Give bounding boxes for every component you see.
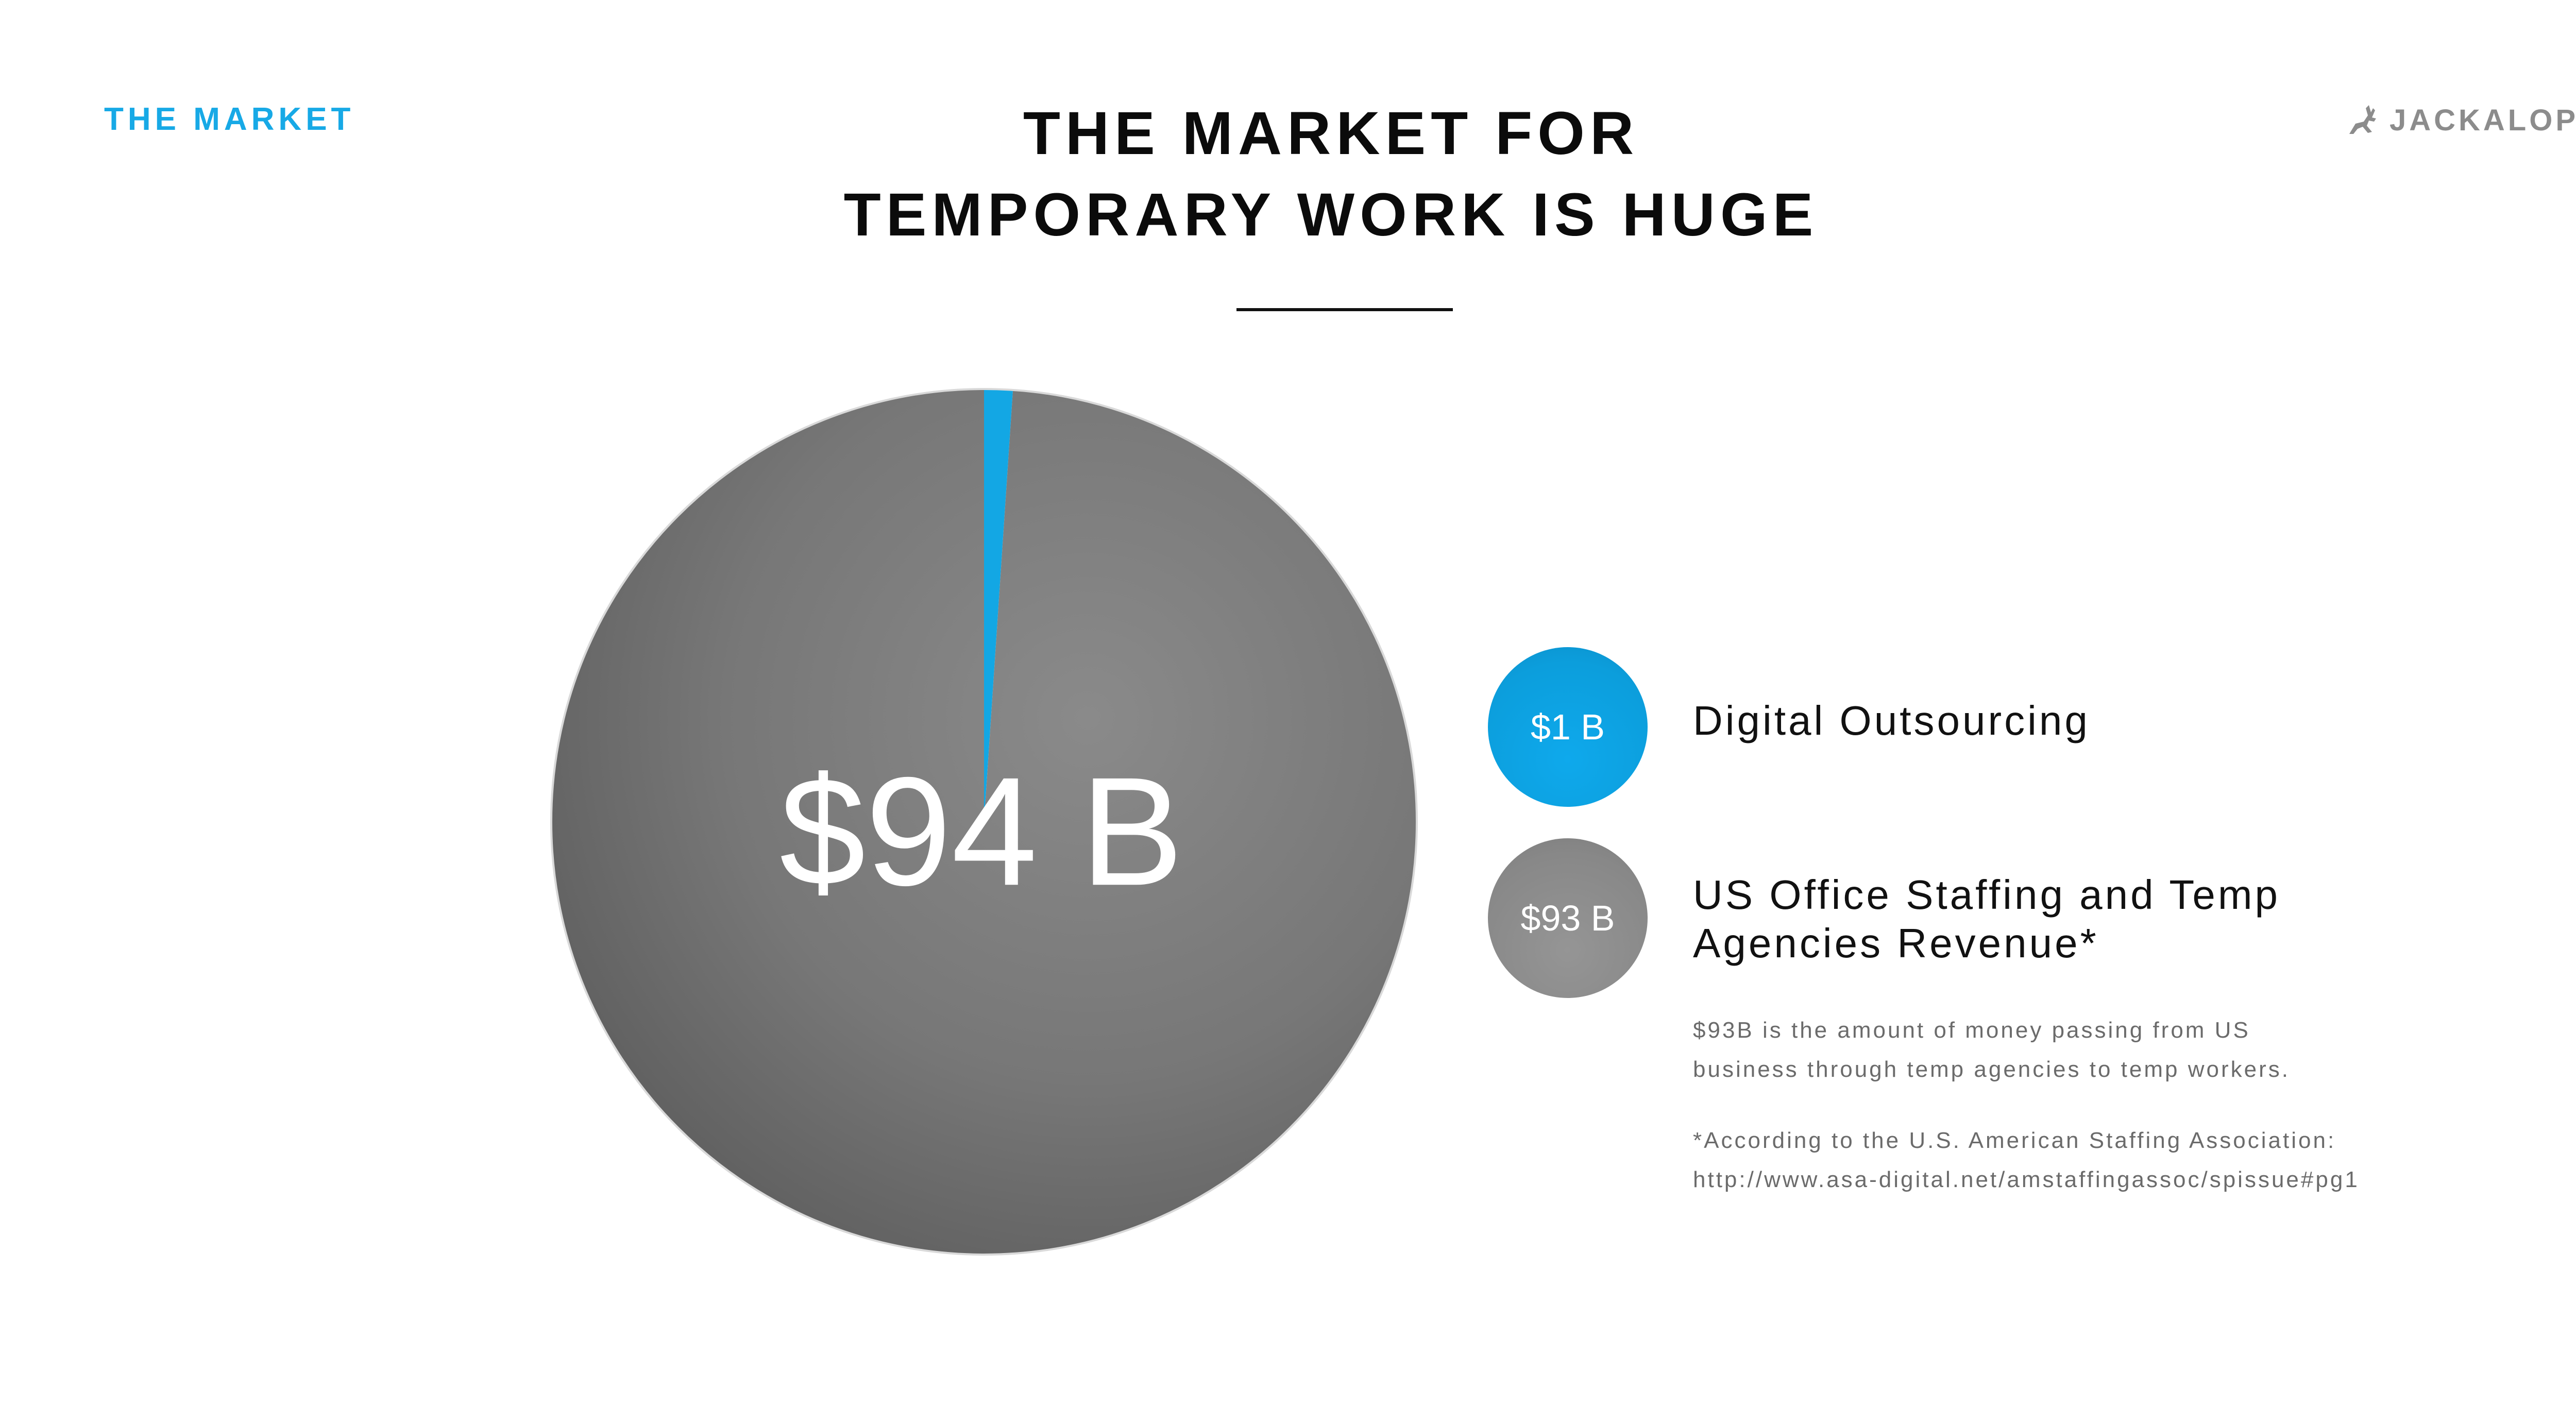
pie-svg: $94 B — [550, 388, 1418, 1256]
page-title-line-1: THE MARKET FOR — [1023, 99, 1639, 167]
pie-outline — [550, 388, 1418, 1256]
jackalope-icon — [2349, 105, 2376, 134]
legend-dot-staffing-revenue: $93 B — [1488, 838, 1648, 998]
legend-dot-digital-outsourcing: $1 B — [1488, 647, 1648, 807]
pie-slice-us-office-staffing-and-temp-agencies-revenue — [551, 389, 1417, 1255]
brand-name: JACKALOPE — [2389, 103, 2576, 137]
note-line-2: business through temp agencies to temp w… — [1693, 1057, 2290, 1082]
source-link[interactable]: http://www.asa-digital.net/amstaffingass… — [1693, 1167, 2360, 1192]
note-line-1: $93B is the amount of money passing from… — [1693, 1018, 2250, 1043]
page-title-line-2: TEMPORARY WORK IS HUGE — [843, 181, 1819, 249]
explanation-note: $93B is the amount of money passing from… — [1693, 1011, 2290, 1089]
pie-center-label: $94 B — [779, 745, 1183, 918]
legend-label-staffing-line-1: US Office Staffing and Temp — [1693, 872, 2281, 918]
source-note: *According to the U.S. American Staffing… — [1693, 1121, 2360, 1199]
legend-label-staffing-revenue: US Office Staffing and Temp Agencies Rev… — [1693, 871, 2280, 968]
note-line-3: *According to the U.S. American Staffing… — [1693, 1128, 2336, 1153]
title-divider — [1236, 308, 1453, 311]
legend-label-staffing-line-2: Agencies Revenue* — [1693, 920, 2099, 966]
legend-value-staffing-revenue: $93 B — [1520, 898, 1615, 938]
brand-logo: JACKALOPE — [2344, 102, 2576, 138]
pie-slice-digital-outsourcing — [984, 389, 1013, 822]
market-pie-chart: $94 B — [546, 381, 1422, 1262]
legend-value-digital-outsourcing: $1 B — [1531, 707, 1605, 747]
section-label: THE MARKET — [104, 102, 355, 137]
legend-label-digital-outsourcing: Digital Outsourcing — [1693, 698, 2090, 743]
